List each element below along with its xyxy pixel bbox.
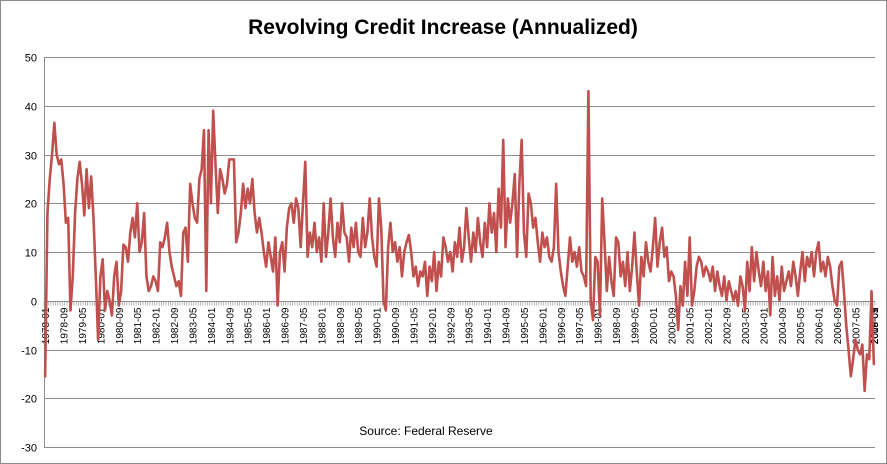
x-tick-label-22: 1992-09: [446, 307, 457, 344]
x-tick-label-6: 1982-01: [152, 307, 163, 344]
x-tick-label-23: 1993-05: [465, 307, 476, 344]
x-tick-label-1: 1978-09: [60, 307, 71, 344]
x-tick-label-35: 2001-05: [686, 307, 697, 344]
series-layer: [43, 89, 876, 393]
x-tick-label-20: 1991-05: [409, 307, 420, 344]
x-tick-label-30: 1998-01: [594, 307, 605, 344]
x-tick-label-46: 2008-09: [870, 307, 881, 344]
x-tick-label-10: 1984-09: [225, 307, 236, 344]
x-tick-label-31: 1998-09: [612, 307, 623, 344]
y-tick-label-8: 50: [25, 53, 37, 65]
x-tick-labels: 1978-01 1978-09 1979-05 1980-01 1980-09 1981-…: [41, 307, 881, 344]
y-tick-label-2: -10: [21, 346, 37, 358]
x-tick-label-43: 2006-09: [833, 307, 844, 344]
x-tick-label-40: 2004-09: [778, 307, 789, 344]
x-tick-label-39: 2004-01: [759, 307, 770, 344]
x-tick-label-18: 1990-01: [373, 307, 384, 344]
x-tick-label-48: 2010-01: [870, 307, 881, 344]
source-annotation: Source: Federal Reserve: [359, 424, 493, 438]
y-tick-label-3: 0: [31, 297, 37, 309]
x-tick-label-42: 2006-01: [815, 307, 826, 344]
grid-lines: [44, 57, 875, 448]
x-tick-label-38: 2003-05: [741, 307, 752, 344]
chart-title: Revolving Credit Increase (Annualized): [248, 16, 638, 39]
x-tick-label-26: 1995-05: [520, 307, 531, 344]
y-tick-label-4: 10: [25, 248, 37, 260]
x-tick-label-2: 1979-05: [78, 307, 89, 344]
y-tick-label-5: 20: [25, 199, 37, 211]
x-tick-label-21: 1992-01: [428, 307, 439, 344]
x-tick-label-33: 2000-01: [649, 307, 660, 344]
x-tick-label-7: 1982-09: [170, 307, 181, 344]
x-tick-label-5: 1981-05: [133, 307, 144, 344]
x-tick-label-12: 1986-01: [262, 307, 273, 344]
x-tick-label-13: 1986-09: [281, 307, 292, 344]
x-tick-label-44: 2007-05: [851, 307, 862, 344]
x-tick-label-16: 1988-09: [336, 307, 347, 344]
x-tick-label-24: 1994-01: [483, 307, 494, 344]
x-tick-label-11: 1985-05: [244, 307, 255, 344]
x-tick-label-37: 2002-09: [723, 307, 734, 344]
x-tick-label-41: 2005-05: [796, 307, 807, 344]
y-tick-label-1: -20: [21, 394, 37, 406]
x-tick-label-36: 2002-01: [704, 307, 715, 344]
x-tick-label-14: 1987-05: [299, 307, 310, 344]
x-tick-label-3: 1980-01: [96, 307, 107, 344]
y-tick-label-7: 40: [25, 102, 37, 114]
y-tick-labels: -30 -20 -10 0 10 20 30 40 50: [21, 53, 37, 455]
x-tick-label-47: 2009-05: [870, 307, 881, 344]
x-tick-label-34: 2000-09: [667, 307, 678, 344]
series-line-revolving-credit: [43, 89, 876, 393]
x-tick-label-32: 1999-05: [630, 307, 641, 344]
x-tick-label-45: 2008-01: [870, 307, 881, 344]
x-tick-label-27: 1996-01: [538, 307, 549, 344]
y-tick-label-0: -30: [21, 443, 37, 455]
x-tick-label-19: 1990-09: [391, 307, 402, 344]
y-tick-label-6: 30: [25, 151, 37, 163]
x-tick-label-8: 1983-05: [188, 307, 199, 344]
x-tick-label-17: 1989-05: [354, 307, 365, 344]
x-tick-label-4: 1980-09: [115, 307, 126, 344]
x-tick-label-15: 1988-01: [317, 307, 328, 344]
x-tick-label-25: 1994-09: [502, 307, 513, 344]
x-tick-label-9: 1984-01: [207, 307, 218, 344]
x-tick-label-28: 1996-09: [557, 307, 568, 344]
x-tick-label-29: 1997-05: [575, 307, 586, 344]
